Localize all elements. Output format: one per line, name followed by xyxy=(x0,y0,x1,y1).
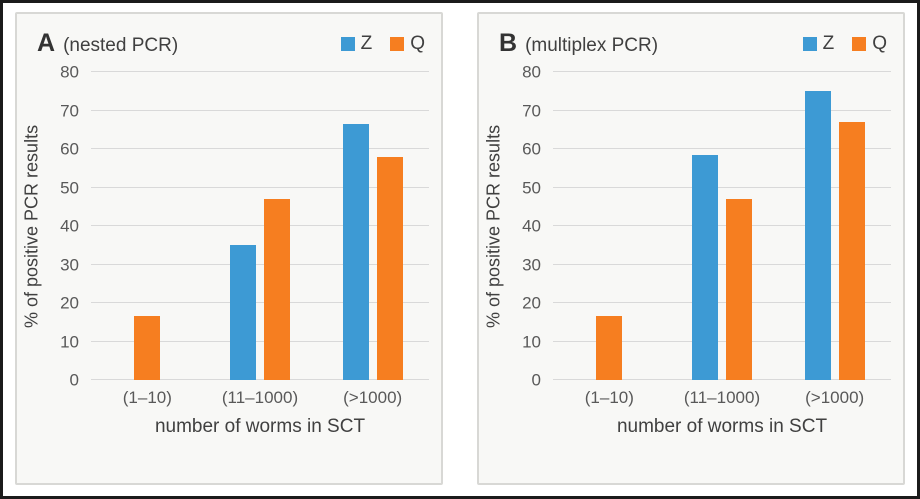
gridline xyxy=(553,186,891,188)
gridline xyxy=(553,263,891,265)
y-tick-label-40: 40 xyxy=(60,216,79,236)
legend-swatch-z-icon xyxy=(802,37,817,51)
legend-item-q: Q xyxy=(852,33,887,55)
x-tick-label: (1–10) xyxy=(122,388,172,407)
x-tick-label: (11–1000) xyxy=(683,388,761,407)
bar-q-(11–1000) xyxy=(725,199,752,380)
y-tick-label-10: 10 xyxy=(60,332,79,351)
bar-q-(1–10) xyxy=(134,316,161,380)
bar-group-3 xyxy=(316,72,429,380)
y-tick-label-50: 50 xyxy=(60,178,79,197)
gridline xyxy=(553,71,891,72)
panel-b: B (multiplex PCR) Z Q % of positive PCR r… xyxy=(477,12,905,485)
y-tick-label-70: 70 xyxy=(522,101,541,120)
bar-z-(>1000) xyxy=(342,123,369,380)
y-tick-label-80: 80 xyxy=(522,62,541,82)
y-axis-title: % of positive PCR results xyxy=(21,124,42,328)
x-axis-title: number of worms in SCT xyxy=(154,416,366,437)
panel-a-header: A (nested PCR) Z Q xyxy=(17,14,441,58)
panel-a: A (nested PCR) Z Q % of positive PCR resu… xyxy=(15,12,443,485)
y-tick-label-60: 60 xyxy=(522,139,541,159)
legend-label-q: Q xyxy=(410,33,425,54)
bar-q-(11–1000) xyxy=(263,199,290,380)
legend-item-q: Q xyxy=(390,33,425,55)
gridline xyxy=(91,109,429,111)
legend: Z Q xyxy=(802,33,887,55)
bar-z-(11–1000) xyxy=(691,154,718,380)
legend-swatch-q-icon xyxy=(852,37,867,51)
bar-group-2 xyxy=(666,72,779,380)
legend-item-z: Z xyxy=(802,33,835,55)
bar-group-1 xyxy=(553,72,666,380)
panel-b-header: B (multiplex PCR) Z Q xyxy=(479,14,903,58)
y-tick-label-70: 70 xyxy=(60,101,79,120)
x-tick-label: (>1000) xyxy=(805,388,865,407)
gridline xyxy=(91,340,429,342)
panel-b-letter: B xyxy=(499,29,518,57)
legend-label-z: Z xyxy=(360,33,373,54)
bar-group-2 xyxy=(204,72,317,380)
gridline xyxy=(553,225,891,226)
x-tick-label: (>1000) xyxy=(343,388,403,407)
gridline xyxy=(553,148,891,149)
y-tick-label-60: 60 xyxy=(60,139,79,159)
gridline xyxy=(553,379,891,380)
gridline xyxy=(91,148,429,149)
x-axis-ticks: (1–10) (11–1000) (>1000) xyxy=(91,380,429,416)
panel-a-title: A (nested PCR) xyxy=(37,29,178,58)
panel-b-subtitle: (multiplex PCR) xyxy=(525,35,659,56)
chart-b: % of positive PCR results 0 10 20 30 40 50 60 7… xyxy=(481,64,891,446)
plot-area xyxy=(553,71,891,380)
legend-item-z: Z xyxy=(340,33,373,55)
chart-a: % of positive PCR results 0 10 20 30 40 50 60 7… xyxy=(19,64,429,446)
legend-swatch-z-icon xyxy=(340,37,355,51)
legend-label-z: Z xyxy=(822,33,835,54)
y-axis-ticks: 0 10 20 30 40 50 60 70 80 xyxy=(507,64,553,389)
bar-group-1 xyxy=(91,72,204,380)
y-tick-label-10: 10 xyxy=(522,332,541,351)
panel-a-subtitle: (nested PCR) xyxy=(63,35,179,56)
gridline xyxy=(553,340,891,342)
y-axis-title: % of positive PCR results xyxy=(483,124,504,328)
gridline xyxy=(91,379,429,380)
panel-b-title: B (multiplex PCR) xyxy=(499,29,658,58)
y-tick-label-30: 30 xyxy=(60,255,79,274)
bar-q-(1–10) xyxy=(596,316,623,380)
legend-label-q: Q xyxy=(872,33,887,54)
gridline xyxy=(91,302,429,303)
y-tick-label-20: 20 xyxy=(522,293,541,313)
y-tick-label-80: 80 xyxy=(60,62,79,82)
x-axis-title: number of worms in SCT xyxy=(616,416,828,437)
gridline xyxy=(553,109,891,111)
legend-swatch-q-icon xyxy=(390,37,405,51)
gridline xyxy=(553,302,891,303)
y-tick-label-20: 20 xyxy=(60,293,79,313)
y-tick-label-50: 50 xyxy=(522,178,541,197)
bar-q-(>1000) xyxy=(376,156,403,380)
y-tick-label-40: 40 xyxy=(522,216,541,236)
panel-a-letter: A xyxy=(37,29,56,57)
bar-z-(11–1000) xyxy=(229,245,256,380)
y-tick-label-30: 30 xyxy=(522,255,541,274)
y-tick-label-0: 0 xyxy=(531,370,541,390)
x-axis-ticks: (1–10) (11–1000) (>1000) xyxy=(553,380,891,416)
legend: Z Q xyxy=(340,33,425,55)
gridline xyxy=(91,263,429,265)
x-tick-label: (11–1000) xyxy=(221,388,299,407)
y-axis-ticks: 0 10 20 30 40 50 60 70 80 xyxy=(45,64,91,389)
bar-z-(>1000) xyxy=(804,91,831,380)
gridline xyxy=(91,71,429,72)
plot-area xyxy=(91,71,429,380)
bar-q-(>1000) xyxy=(838,122,865,380)
bar-group-3 xyxy=(778,72,891,380)
gridline xyxy=(91,225,429,226)
x-tick-label: (1–10) xyxy=(584,388,634,407)
gridline xyxy=(91,186,429,188)
y-tick-label-0: 0 xyxy=(69,370,79,390)
